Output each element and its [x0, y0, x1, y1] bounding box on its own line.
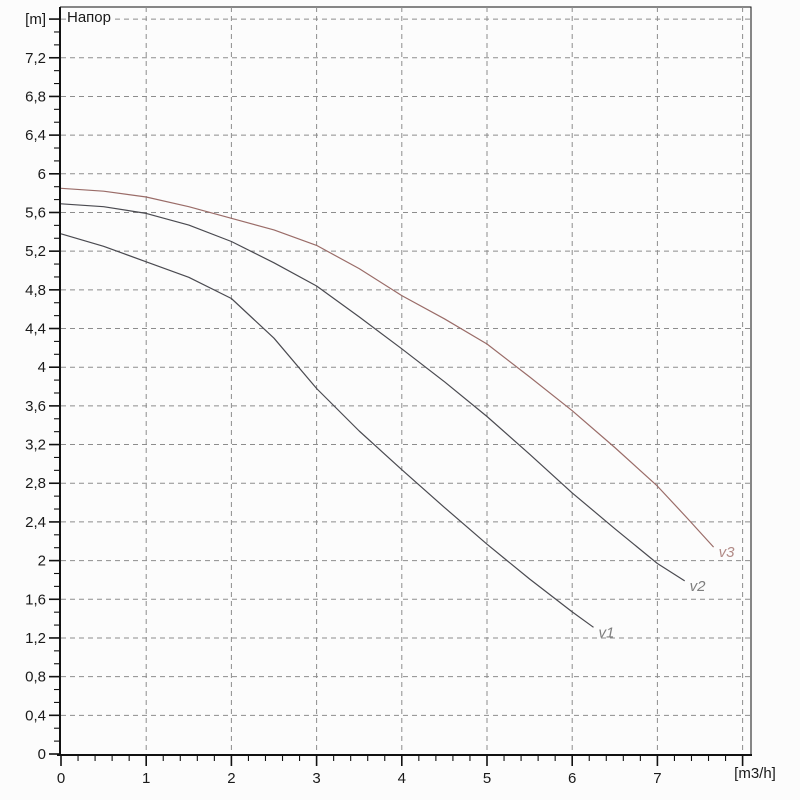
y-tick-label: 4: [38, 359, 46, 376]
y-tick-label: 0,4: [25, 707, 46, 724]
x-axis-unit-label: [m3/h]: [734, 765, 776, 782]
x-tick-label: 1: [142, 770, 150, 787]
curve-label-v3: v3: [719, 544, 736, 561]
curve-v3: [60, 187, 715, 548]
x-tick-label: 5: [483, 770, 491, 787]
curve-v2: [60, 203, 686, 582]
y-tick-label: 7,2: [25, 50, 46, 67]
y-tick-label: 6,8: [25, 88, 46, 105]
y-tick-label: 0,8: [25, 669, 46, 686]
y-tick-label: 6: [38, 166, 46, 183]
y-tick-label: 2,4: [25, 514, 46, 531]
chart-title: Напор: [66, 9, 114, 27]
x-tick-label: 4: [398, 770, 406, 787]
curve-label-v2: v2: [690, 578, 707, 595]
curve-label-v1: v1: [599, 624, 615, 641]
y-tick-label: 4,8: [25, 282, 46, 299]
x-tick-label: 7: [653, 770, 661, 787]
y-tick-label: 1,2: [25, 630, 46, 647]
curve-v1: [60, 233, 594, 628]
y-tick-label: 3,6: [25, 398, 46, 415]
y-axis-unit-label: [m]: [25, 11, 46, 28]
y-tick-label: 5,2: [25, 243, 46, 260]
y-tick-label: 4,4: [25, 321, 46, 338]
y-tick-label: 3,2: [25, 437, 46, 454]
x-tick-label: 2: [227, 770, 235, 787]
y-tick-label: 0: [38, 746, 46, 763]
y-tick-label: 5,6: [25, 204, 46, 221]
y-tick-label: 6,4: [25, 127, 46, 144]
y-tick-label: 2: [38, 553, 46, 570]
x-tick-label: 3: [312, 770, 320, 787]
y-tick-label: 2,8: [25, 475, 46, 492]
x-tick-label: 0: [57, 770, 65, 787]
plot-border: [60, 6, 752, 755]
x-tick-label: 6: [568, 770, 576, 787]
y-tick-label: 1,6: [25, 591, 46, 608]
